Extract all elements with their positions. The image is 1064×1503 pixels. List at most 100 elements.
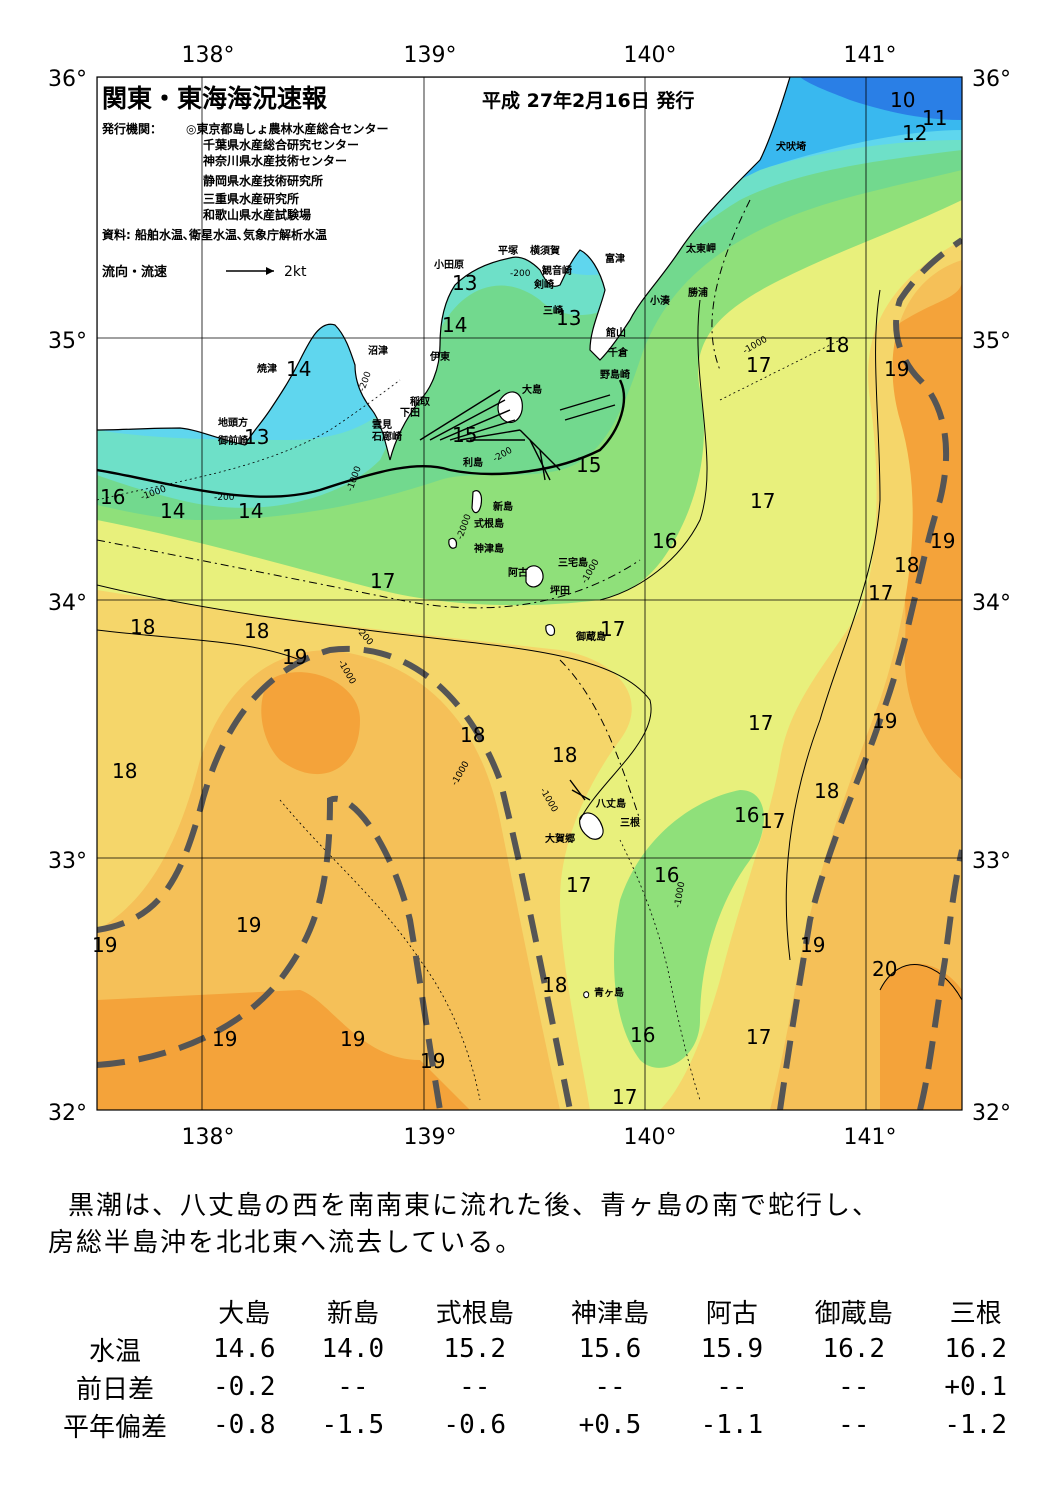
isotherm-label: 18 [112, 759, 137, 783]
place-label: 大島 [522, 383, 542, 396]
place-label: 剣崎 [533, 278, 554, 291]
island-kozu [448, 537, 458, 549]
isotherm-label: 13 [244, 425, 269, 449]
place-label: 式根島 [474, 517, 504, 530]
place-label: 観音崎 [542, 264, 572, 277]
place-label: 利島 [463, 456, 483, 469]
table-cell: -1.1 [700, 1410, 764, 1440]
isotherm-label: 13 [452, 271, 477, 295]
isotherm-label: 18 [542, 973, 567, 997]
kuroshio-path [97, 237, 962, 1110]
place-label: 千倉 [608, 346, 629, 359]
isotherm-label: 14 [286, 357, 311, 381]
table-header: 阿古 [705, 1298, 758, 1329]
table-cell: -- [337, 1372, 369, 1402]
lon-tick-bottom: 138° [182, 1125, 235, 1150]
summary-text: 黒潮は、八丈島の西を南南東に流れた後、青ヶ島の南で蛇行し、 房総半島沖を北北東へ… [48, 1188, 1018, 1262]
row-label: 前日差 [75, 1374, 154, 1405]
isotherm-label: 17 [760, 809, 785, 833]
table-cell: -- [716, 1372, 748, 1402]
table-cell: +0.5 [578, 1410, 642, 1440]
summary-line: 房総半島沖を北北東へ流去している。 [48, 1228, 524, 1258]
depth-label: -200 [510, 269, 531, 279]
isotherm-label: 18 [460, 723, 485, 747]
depth-label: -1000 [673, 881, 687, 909]
isotherm-label: 10 [890, 88, 915, 112]
depth-label: -200 [214, 493, 235, 503]
map-area [97, 77, 962, 1110]
isotherm-label: 19 [800, 933, 825, 957]
graticule [97, 77, 962, 1110]
table-header: 御蔵島 [814, 1298, 893, 1329]
place-label: 神津島 [474, 542, 504, 555]
place-label: 犬吠埼 [776, 140, 806, 153]
lat-tick-left: 35° [48, 329, 87, 354]
table-row: 前日差 -0.2 -- -- -- -- -- +0.1 [40, 1368, 1030, 1406]
place-label: 稲取 [410, 395, 431, 408]
place-label: 富津 [605, 252, 625, 265]
isotherm-label: 18 [130, 615, 155, 639]
isotherm-label: 19 [884, 357, 909, 381]
table-cell: -- [838, 1372, 870, 1402]
table-header: 大島 [218, 1298, 271, 1329]
publisher: 神奈川県水産技術センター [203, 153, 347, 168]
place-label: 地頭方 [218, 416, 248, 429]
zone-10 [800, 77, 962, 120]
isotherm-label: 15 [576, 453, 601, 477]
place-label: 沼津 [368, 344, 388, 357]
lat-tick-right: 32° [972, 1101, 1011, 1126]
table-cell: 15.6 [578, 1334, 642, 1364]
isotherm-label: 14 [238, 499, 263, 523]
lat-tick-left: 36° [48, 67, 87, 92]
isotherm-label: 19 [92, 933, 117, 957]
isotherm-label: 20 [872, 957, 897, 981]
table-cell: 14.0 [321, 1334, 385, 1364]
isotherm-labels: 10 11 12 13 13 13 14 14 14 14 15 15 16 1… [92, 88, 955, 1109]
place-label: 大賀郷 [545, 832, 575, 845]
table-cell: -1.2 [944, 1410, 1007, 1440]
row-label: 水温 [88, 1336, 141, 1367]
zone-20 [887, 280, 962, 780]
isotherm-label: 19 [340, 1027, 365, 1051]
place-label: 三崎 [543, 304, 563, 317]
island-mikura [545, 623, 556, 637]
zone-16 [614, 790, 764, 1068]
lat-tick-right: 34° [972, 591, 1011, 616]
isotherm-label: 18 [814, 779, 839, 803]
data-sources: 資料: 船舶水温､衛星水温､気象庁解析水温 [102, 227, 327, 242]
isotherm-label: 16 [100, 485, 125, 509]
summary-line: 黒潮は、八丈島の西を南南東に流れた後、青ヶ島の南で蛇行し、 [68, 1191, 881, 1221]
place-label: 野島崎 [600, 368, 630, 381]
table-header: 三根 [949, 1298, 1002, 1329]
isotherm-label: 17 [746, 1025, 771, 1049]
map-title: 関東・東海海況速報 [102, 84, 328, 113]
isotherm-label: 17 [746, 353, 771, 377]
isotherm-label: 19 [872, 709, 897, 733]
table-cell: +0.1 [944, 1372, 1007, 1402]
lon-tick-bottom: 139° [404, 1125, 457, 1150]
island-niijima [471, 490, 483, 514]
table-header: 式根島 [435, 1298, 514, 1329]
table-cell: -0.8 [212, 1410, 276, 1440]
isotherm-label: 16 [630, 1023, 655, 1047]
place-label: 坪田 [550, 584, 570, 597]
table-row: 平年偏差 -0.8 -1.5 -0.6 +0.5 -1.1 -- -1.2 [40, 1406, 1030, 1444]
place-label: 平塚 [498, 244, 518, 257]
table-cell: 15.2 [443, 1334, 507, 1364]
axis-labels: 138° 139° 140° 141° 138° 139° 140° 141° … [48, 43, 1011, 1150]
depth-contours [97, 339, 841, 1101]
place-label: 阿古 [508, 566, 528, 579]
lon-tick-top: 139° [404, 43, 457, 68]
place-label: 八丈島 [595, 797, 626, 810]
zone-20 [97, 990, 470, 1110]
isotherms [97, 289, 962, 1001]
isotherm-label: 17 [748, 711, 773, 735]
temperature-table: 大島 新島 式根島 神津島 阿古 御蔵島 三根 水温 14.6 14.0 15.… [40, 1292, 1030, 1444]
isotherm-label: 17 [370, 569, 395, 593]
arrowhead-icon [266, 267, 274, 275]
lon-tick-bottom: 141° [844, 1125, 897, 1150]
place-label: 太東岬 [685, 242, 716, 255]
lat-tick-right: 36° [972, 67, 1011, 92]
isotherm-label: 19 [236, 913, 261, 937]
publisher-label: 発行機関： [101, 121, 162, 136]
